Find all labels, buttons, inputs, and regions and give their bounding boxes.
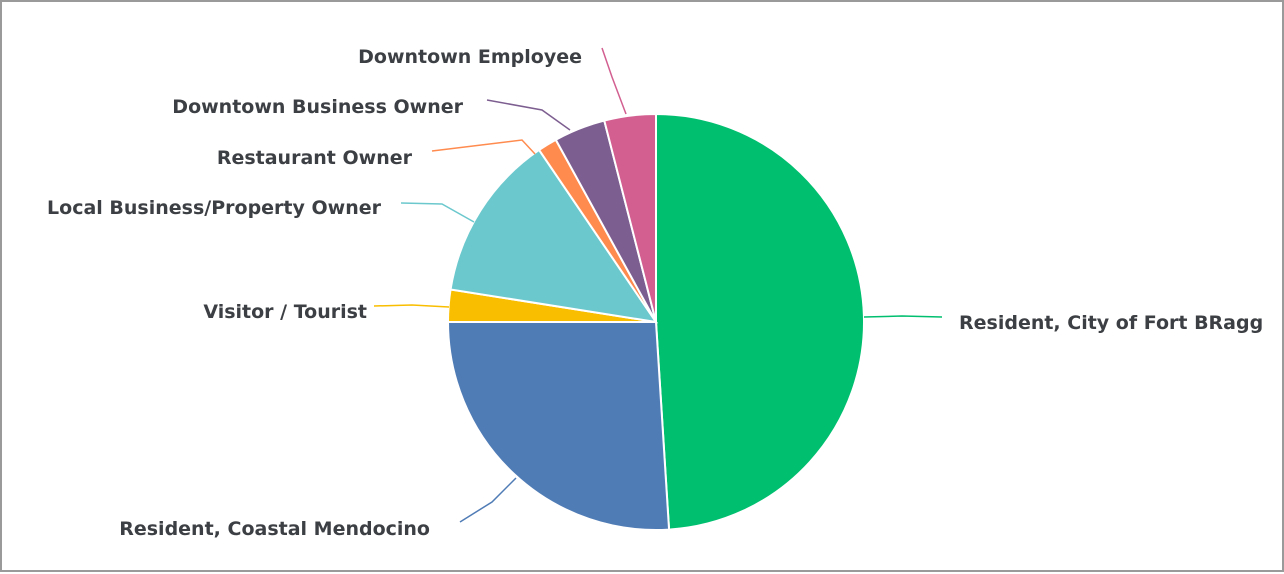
leader-line [601, 47, 627, 115]
leader-line [459, 477, 517, 523]
slice-label: Local Business/Property Owner [47, 197, 382, 219]
slice-label: Downtown Employee [358, 46, 582, 68]
leader-line [431, 139, 536, 155]
slice-labels: Resident, City of Fort BRagg Resident, Co… [47, 46, 1263, 540]
slice-label: Restaurant Owner [217, 147, 413, 169]
pie-slice [449, 148, 659, 324]
pie-slice [655, 112, 865, 531]
pie-slices [446, 112, 865, 531]
leader-line [863, 315, 943, 318]
slice-label: Downtown Business Owner [172, 96, 463, 118]
leader-lines [373, 47, 943, 523]
slice-label: Visitor / Tourist [203, 301, 367, 323]
slice-label: Resident, Coastal Mendocino [119, 518, 430, 540]
pie-slice [446, 321, 671, 531]
leader-line [486, 99, 571, 131]
slice-label: Resident, City of Fort BRagg [959, 312, 1263, 334]
pie-slice [603, 112, 657, 323]
leader-line [400, 202, 475, 223]
leader-line [373, 304, 450, 308]
